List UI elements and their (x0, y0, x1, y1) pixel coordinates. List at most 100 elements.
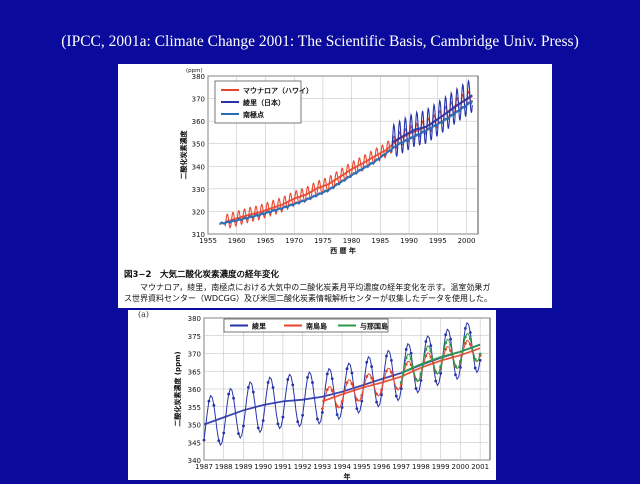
data-point-minamitorishima (335, 404, 339, 408)
data-point-ryori (409, 351, 413, 355)
data-point-minamitorishima (330, 389, 334, 392)
data-point-minamitorishima (389, 370, 393, 374)
data-point-ryori (320, 411, 324, 414)
x-tick-label: 1994 (333, 463, 351, 471)
trend-line-ryori (391, 94, 473, 144)
data-point-ryori (468, 331, 472, 334)
data-point-ryori (350, 371, 354, 375)
data-point-ryori (429, 344, 433, 348)
y-axis-label: 二酸化炭素濃度 (ppm) (173, 351, 182, 426)
data-point-yonagunijima (399, 381, 403, 384)
data-point-yonagunijima (439, 365, 443, 368)
data-point-minamitorishima (375, 392, 378, 396)
data-point-ryori (394, 394, 398, 398)
legend-label: マウナロア（ハワイ） (243, 86, 313, 95)
data-point-ryori (404, 348, 408, 351)
data-point-ryori (256, 426, 260, 430)
x-tick-label: 2000 (451, 463, 469, 471)
data-point-minamitorishima (370, 376, 374, 380)
x-tick-label: 1988 (215, 463, 233, 471)
data-point-ryori (463, 327, 467, 330)
data-point-yonagunijima (444, 341, 448, 345)
data-point-ryori (335, 413, 339, 417)
data-point-ryori (355, 407, 359, 410)
x-tick-label: 1997 (392, 463, 410, 471)
data-point-ryori (281, 415, 285, 419)
y-tick-label: 320 (192, 208, 205, 216)
figure-caption-line-1: マウナロア，綾里，南極点における大気中の二酸化炭素月平均濃度の経年変化を示す。温… (140, 283, 491, 292)
data-point-ryori (291, 383, 295, 387)
data-point-ryori (306, 375, 309, 379)
data-point-minamitorishima (404, 362, 408, 366)
data-point-ryori (227, 392, 231, 396)
y-tick-label: 340 (192, 163, 205, 171)
legend-label: 綾里（日本） (243, 98, 285, 107)
y-tick-label: 310 (192, 231, 205, 239)
trend-line-minamitorishima (321, 347, 481, 403)
y-axis-unit: (ppm) (186, 68, 203, 74)
x-tick-label: 1995 (353, 463, 371, 471)
x-tick-label: 1985 (371, 237, 389, 245)
x-tick-label: 1990 (400, 237, 418, 245)
citation-text: (IPCC, 2001a: Climate Change 2001: The S… (61, 33, 579, 50)
data-point-ryori (385, 354, 388, 358)
data-point-ryori (311, 381, 314, 384)
data-point-ryori (271, 386, 275, 389)
data-point-yonagunijima (473, 357, 477, 361)
y-tick-label: 360 (188, 386, 201, 394)
y-tick-label: 355 (188, 404, 201, 412)
data-point-ryori (380, 393, 383, 397)
x-tick-label: 1960 (228, 237, 246, 245)
data-point-yonagunijima (449, 343, 452, 347)
data-point-minamitorishima (444, 347, 448, 351)
y-tick-label: 330 (192, 186, 205, 194)
data-point-yonagunijima (419, 372, 423, 375)
data-point-minamitorishima (340, 400, 344, 404)
data-point-yonagunijima (478, 352, 482, 356)
y-tick-label: 365 (188, 368, 201, 376)
data-point-ryori (222, 431, 226, 435)
y-tick-label: 350 (188, 422, 201, 430)
trend-line-yonagunijima (400, 343, 481, 374)
series-line-mauna_loa (224, 90, 473, 229)
data-point-minamitorishima (350, 382, 354, 386)
data-point-ryori (217, 439, 221, 443)
bottom-chart-panel: 340 345 350 355 360 365 370 375 380 1987 1988 1989 1… (128, 310, 496, 481)
y-axis-label: 二酸化炭素濃度 (179, 130, 188, 180)
y-tick-label: 340 (188, 457, 201, 465)
data-point-minamitorishima (360, 393, 364, 397)
y-tick-label: 370 (188, 351, 201, 359)
top-co2-chart: 310 320 330 340 350 360 370 380 1955 1960 1965 1970… (179, 68, 479, 255)
x-tick-label: 1955 (199, 237, 217, 245)
data-point-yonagunijima (463, 335, 467, 339)
data-point-ryori (424, 340, 428, 343)
data-point-minamitorishima (355, 398, 359, 401)
data-point-yonagunijima (404, 356, 408, 360)
data-point-yonagunijima (454, 364, 457, 368)
panel-label-a: (a) (138, 310, 150, 319)
y-tick-label: 380 (192, 73, 205, 81)
x-tick-label: 2001 (471, 463, 489, 471)
x-tick-label: 1970 (285, 237, 303, 245)
data-point-ryori (301, 413, 305, 417)
data-point-yonagunijima (429, 349, 433, 353)
data-point-ryori (237, 432, 240, 436)
data-point-ryori (202, 438, 206, 442)
x-axis-label: 西 暦 年 (330, 246, 356, 255)
data-point-minamitorishima (424, 354, 428, 358)
figure-caption-title: 図3−2 大気二酸化炭素濃度の経年変化 (124, 270, 279, 280)
x-tick-label: 1989 (235, 463, 253, 471)
data-point-yonagunijima (434, 370, 438, 374)
x-tick-label: 1987 (195, 463, 213, 471)
data-point-ryori (439, 372, 443, 375)
data-point-ryori (478, 358, 482, 362)
x-tick-label: 1993 (313, 463, 331, 471)
data-point-ryori (473, 366, 477, 370)
x-tick-label: 1996 (373, 463, 391, 471)
y-tick-label: 350 (192, 141, 205, 149)
data-point-ryori (242, 424, 245, 428)
x-tick-label: 1992 (294, 463, 312, 471)
data-point-yonagunijima (459, 359, 462, 363)
legend-label: 与那国島 (360, 322, 388, 331)
